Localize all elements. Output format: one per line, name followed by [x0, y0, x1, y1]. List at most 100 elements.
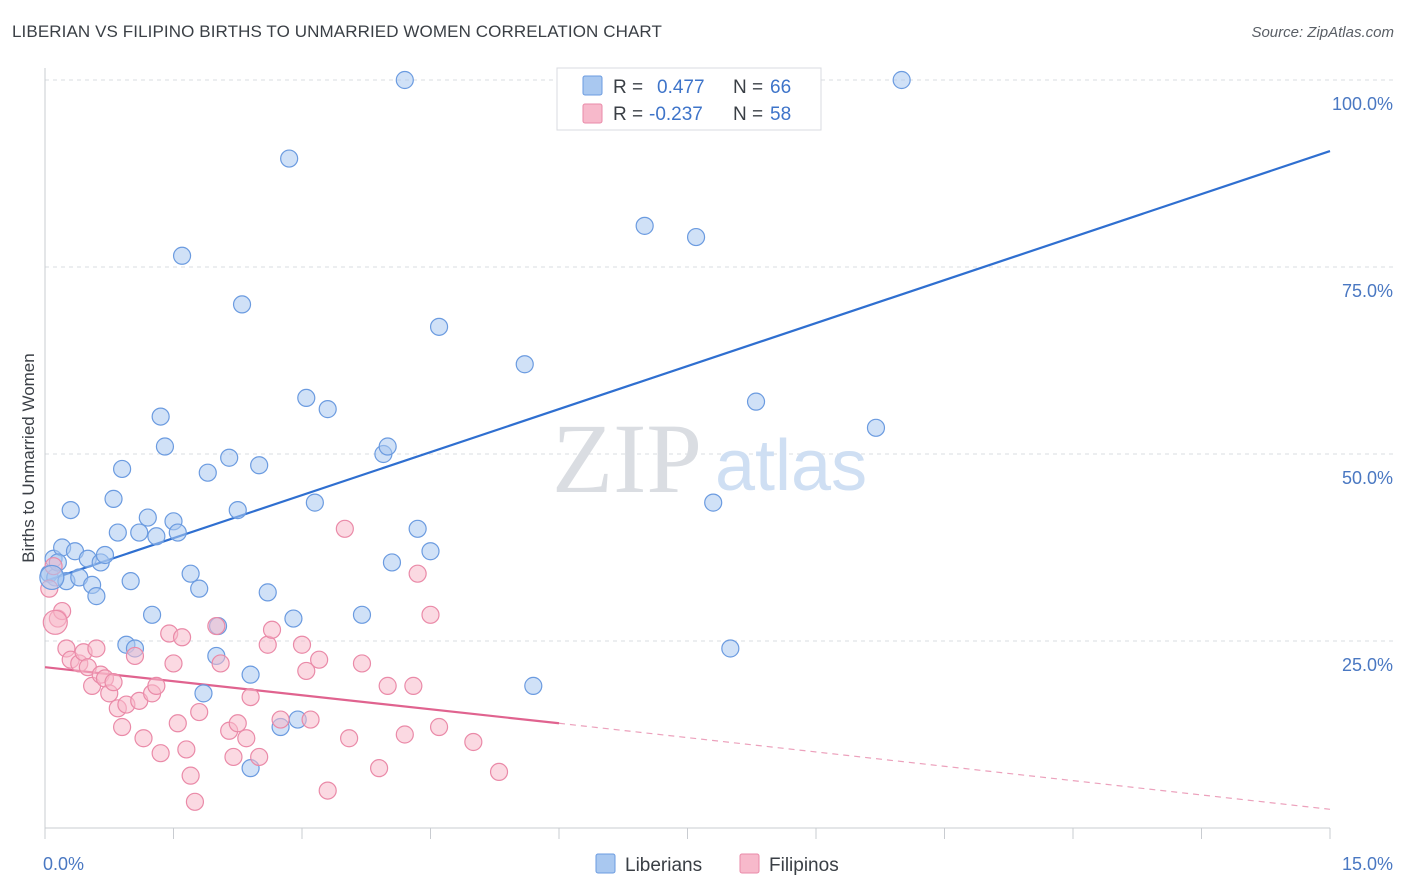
data-point	[305, 493, 324, 512]
bottom-legend: Liberians Filipinos	[595, 853, 839, 876]
data-point	[686, 227, 706, 247]
data-point	[224, 747, 243, 767]
data-point	[408, 519, 427, 538]
data-point	[297, 388, 316, 407]
data-point	[112, 717, 132, 737]
y-tick-label: 25.0%	[1342, 655, 1393, 675]
data-point	[237, 729, 256, 748]
data-point	[297, 661, 316, 681]
data-point	[382, 553, 402, 572]
bottom-legend-label-liberians: Liberians	[625, 855, 702, 876]
data-point	[262, 620, 282, 639]
data-point	[408, 564, 427, 583]
data-point	[185, 792, 205, 811]
data-point	[138, 508, 157, 527]
data-point	[704, 493, 723, 512]
data-point	[147, 676, 166, 695]
data-point	[190, 702, 209, 722]
data-point	[42, 609, 68, 635]
y-tick-label: 75.0%	[1342, 281, 1393, 301]
data-point	[250, 747, 269, 767]
data-point	[87, 639, 106, 658]
data-point	[104, 489, 123, 508]
legend-n-label: N =	[733, 77, 763, 98]
data-point	[340, 729, 359, 748]
data-point	[168, 523, 187, 542]
data-point	[292, 635, 312, 654]
data-point	[172, 628, 192, 647]
chart-title: LIBERIAN VS FILIPINO BIRTHS TO UNMARRIED…	[12, 22, 662, 41]
data-point	[421, 542, 440, 561]
data-point	[258, 583, 277, 602]
data-point	[108, 523, 127, 542]
data-point	[318, 781, 337, 800]
data-point	[258, 635, 277, 654]
series-liberians	[40, 70, 911, 778]
data-point	[318, 400, 337, 419]
data-point	[250, 456, 269, 475]
data-point	[172, 246, 192, 265]
data-point	[61, 501, 80, 520]
data-point	[635, 216, 654, 235]
data-point	[524, 676, 543, 695]
data-point	[228, 501, 247, 520]
bottom-legend-swatch-filipinos	[739, 853, 760, 874]
x-tick-label: 0.0%	[43, 854, 84, 874]
data-point	[866, 418, 886, 437]
bottom-legend-liberians: Liberians	[595, 853, 702, 876]
legend-row-filipinos: R = -0.237 N = 58	[582, 103, 791, 125]
data-point	[181, 766, 200, 785]
data-point	[151, 744, 170, 763]
data-point	[280, 149, 299, 168]
data-point	[746, 392, 766, 411]
trend-line-filipinos	[44, 666, 560, 725]
data-point	[95, 545, 115, 565]
legend-r-value: 0.477	[657, 77, 705, 98]
data-point	[310, 650, 329, 669]
y-axis-label: Births to Unmarried Women	[19, 353, 38, 562]
y-tick-labels: 25.0% 50.0% 75.0% 100.0%	[1332, 94, 1393, 675]
data-point	[151, 407, 170, 426]
legend-r-label: R =	[613, 104, 643, 125]
data-point	[271, 710, 290, 729]
legend-n-value: 58	[770, 104, 791, 125]
trend-line-extension	[558, 722, 1331, 810]
data-point	[168, 714, 187, 733]
data-point	[125, 646, 145, 666]
data-point	[104, 673, 123, 692]
data-point	[181, 564, 200, 583]
trend-line-liberians	[44, 150, 1331, 583]
legend-box: R = 0.477 N = 66 R = -0.237 N = 58	[556, 67, 822, 131]
data-point	[134, 729, 153, 748]
data-point	[228, 714, 247, 733]
legend-r-value: -0.237	[649, 104, 703, 125]
data-point	[378, 437, 397, 456]
data-point	[155, 437, 175, 456]
data-point	[429, 717, 449, 737]
data-point	[130, 523, 149, 542]
data-point	[232, 295, 252, 314]
data-point	[211, 654, 230, 673]
data-point	[220, 448, 239, 467]
series-filipinos	[40, 519, 509, 811]
data-point	[142, 605, 162, 624]
data-point	[121, 572, 140, 591]
data-point	[892, 70, 911, 90]
trend-lines	[44, 150, 1331, 810]
data-point	[378, 676, 397, 695]
watermark: ZIP atlas	[552, 403, 867, 514]
data-point	[241, 665, 260, 684]
x-tick-labels: 0.0% 15.0%	[43, 854, 1393, 874]
bottom-legend-filipinos: Filipinos	[739, 853, 839, 876]
data-point	[395, 725, 414, 744]
bottom-legend-swatch-liberians	[595, 853, 616, 874]
x-tick-label: 15.0%	[1342, 854, 1393, 874]
legend-r-label: R =	[613, 77, 643, 98]
data-point	[429, 317, 449, 336]
data-point	[464, 732, 483, 752]
data-point	[370, 759, 389, 778]
data-point	[112, 459, 132, 479]
legend-swatch-filipinos	[582, 103, 603, 124]
legend-n-value: 66	[770, 77, 791, 98]
